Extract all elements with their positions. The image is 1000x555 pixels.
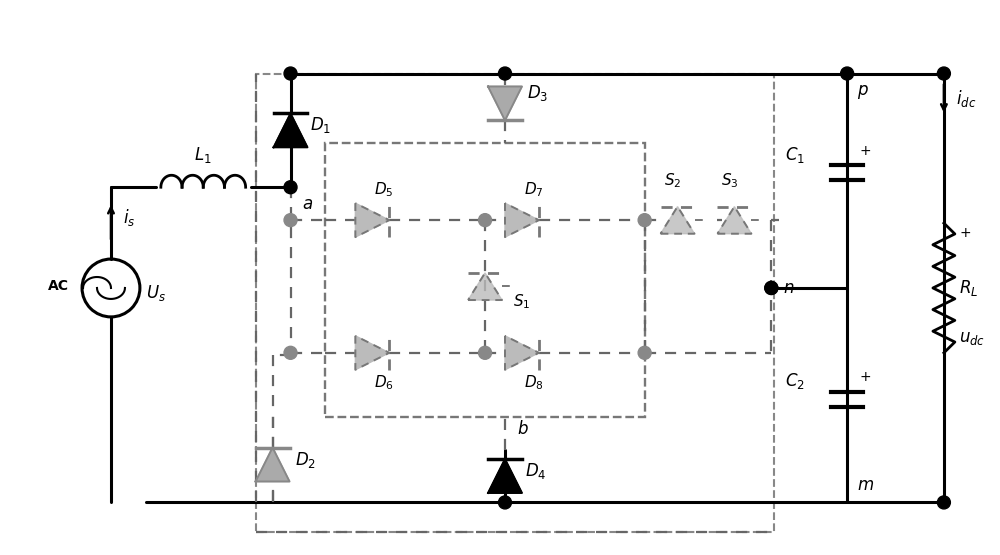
Text: $D_8$: $D_8$ — [524, 374, 544, 392]
Circle shape — [284, 181, 297, 194]
Polygon shape — [505, 203, 539, 237]
Polygon shape — [488, 459, 522, 493]
Circle shape — [937, 496, 950, 509]
Circle shape — [765, 281, 778, 295]
Polygon shape — [355, 203, 389, 237]
Circle shape — [765, 281, 778, 295]
Text: $i_s$: $i_s$ — [123, 206, 135, 228]
Text: $U_s$: $U_s$ — [146, 283, 166, 303]
Circle shape — [638, 346, 651, 359]
Polygon shape — [468, 273, 502, 300]
Text: $S_2$: $S_2$ — [664, 171, 681, 190]
Text: $C_2$: $C_2$ — [785, 371, 805, 391]
Text: $+$: $+$ — [859, 370, 871, 384]
Text: $m$: $m$ — [857, 476, 874, 495]
Text: $R_L$: $R_L$ — [959, 278, 978, 298]
Text: $+$: $+$ — [959, 226, 971, 240]
Polygon shape — [505, 336, 539, 370]
Polygon shape — [355, 336, 389, 370]
Polygon shape — [488, 87, 522, 120]
Text: AC: AC — [48, 279, 69, 293]
Circle shape — [841, 67, 854, 80]
Circle shape — [479, 346, 492, 359]
Circle shape — [284, 214, 297, 226]
Circle shape — [499, 67, 511, 80]
Text: $D_7$: $D_7$ — [524, 180, 544, 199]
Text: $n$: $n$ — [783, 279, 795, 297]
Circle shape — [638, 214, 651, 226]
Text: $+$: $+$ — [859, 144, 871, 158]
Text: $p$: $p$ — [857, 83, 869, 102]
Text: $D_2$: $D_2$ — [295, 450, 316, 470]
Circle shape — [499, 496, 511, 509]
Polygon shape — [274, 113, 307, 147]
Circle shape — [479, 214, 492, 226]
Text: $S_1$: $S_1$ — [513, 292, 530, 311]
Text: $D_5$: $D_5$ — [374, 180, 394, 199]
Polygon shape — [717, 206, 751, 234]
Text: $L_1$: $L_1$ — [194, 145, 212, 165]
Text: $C_1$: $C_1$ — [785, 145, 805, 165]
Text: $S_3$: $S_3$ — [721, 171, 738, 190]
Circle shape — [284, 346, 297, 359]
Text: $D_6$: $D_6$ — [374, 374, 394, 392]
Text: $D_4$: $D_4$ — [525, 461, 546, 481]
Text: $b$: $b$ — [517, 420, 529, 437]
Circle shape — [937, 67, 950, 80]
Polygon shape — [661, 206, 695, 234]
Text: $a$: $a$ — [302, 195, 314, 213]
Text: $i_{dc}$: $i_{dc}$ — [956, 88, 976, 109]
Text: $D_1$: $D_1$ — [310, 115, 332, 135]
Polygon shape — [256, 447, 290, 482]
Circle shape — [284, 67, 297, 80]
Text: $D_3$: $D_3$ — [527, 83, 548, 103]
Text: $u_{dc}$: $u_{dc}$ — [959, 329, 985, 347]
